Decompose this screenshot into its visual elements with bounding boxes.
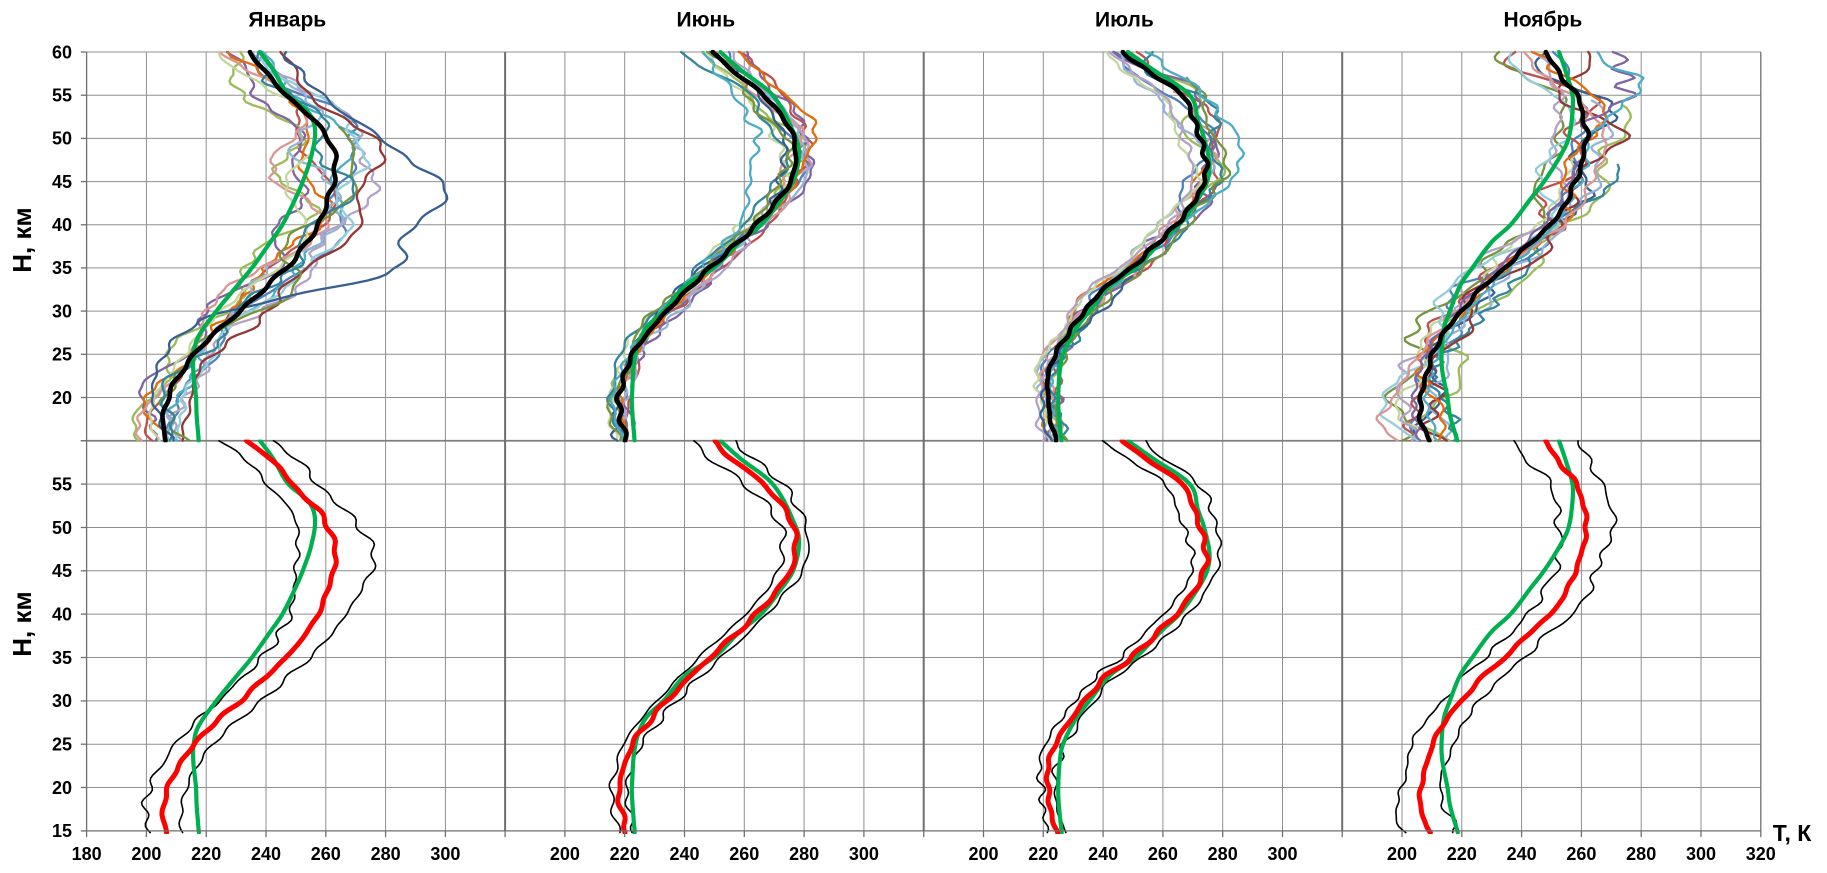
svg-text:Н, км: Н, км: [7, 207, 37, 272]
svg-text:200: 200: [131, 844, 161, 864]
svg-text:300: 300: [849, 844, 879, 864]
svg-text:280: 280: [1626, 844, 1656, 864]
svg-text:260: 260: [729, 844, 759, 864]
svg-text:200: 200: [968, 844, 998, 864]
svg-text:200: 200: [550, 844, 580, 864]
svg-text:35: 35: [52, 258, 72, 278]
svg-text:25: 25: [52, 345, 72, 365]
svg-text:300: 300: [1267, 844, 1297, 864]
svg-text:240: 240: [251, 844, 281, 864]
svg-text:220: 220: [610, 844, 640, 864]
svg-text:Январь: Январь: [248, 9, 326, 32]
svg-text:25: 25: [52, 735, 72, 755]
svg-text:55: 55: [52, 474, 72, 494]
svg-text:320: 320: [1746, 844, 1776, 864]
svg-text:45: 45: [52, 172, 72, 192]
svg-text:30: 30: [52, 301, 72, 321]
svg-text:30: 30: [52, 691, 72, 711]
svg-text:35: 35: [52, 648, 72, 668]
svg-text:240: 240: [1088, 844, 1118, 864]
svg-text:15: 15: [52, 821, 72, 841]
svg-text:240: 240: [1507, 844, 1537, 864]
svg-text:260: 260: [1566, 844, 1596, 864]
svg-text:40: 40: [52, 215, 72, 235]
svg-text:280: 280: [789, 844, 819, 864]
svg-text:200: 200: [1387, 844, 1417, 864]
svg-text:60: 60: [52, 42, 72, 62]
svg-text:20: 20: [52, 388, 72, 408]
svg-text:260: 260: [311, 844, 341, 864]
svg-text:220: 220: [191, 844, 221, 864]
svg-text:Ноябрь: Ноябрь: [1504, 9, 1583, 32]
svg-text:300: 300: [430, 844, 460, 864]
svg-text:280: 280: [1208, 844, 1238, 864]
svg-text:300: 300: [1686, 844, 1716, 864]
svg-text:180: 180: [72, 844, 102, 864]
svg-text:50: 50: [52, 518, 72, 538]
svg-text:Н, км: Н, км: [7, 591, 37, 656]
svg-text:280: 280: [371, 844, 401, 864]
svg-text:20: 20: [52, 778, 72, 798]
svg-text:220: 220: [1028, 844, 1058, 864]
svg-text:260: 260: [1148, 844, 1178, 864]
svg-text:Июль: Июль: [1095, 9, 1154, 32]
svg-text:Т, К: Т, К: [1773, 820, 1813, 846]
svg-text:55: 55: [52, 86, 72, 106]
svg-text:Июнь: Июнь: [676, 9, 735, 32]
svg-text:220: 220: [1447, 844, 1477, 864]
svg-text:40: 40: [52, 604, 72, 624]
svg-text:45: 45: [52, 561, 72, 581]
svg-text:50: 50: [52, 129, 72, 149]
svg-text:240: 240: [669, 844, 699, 864]
